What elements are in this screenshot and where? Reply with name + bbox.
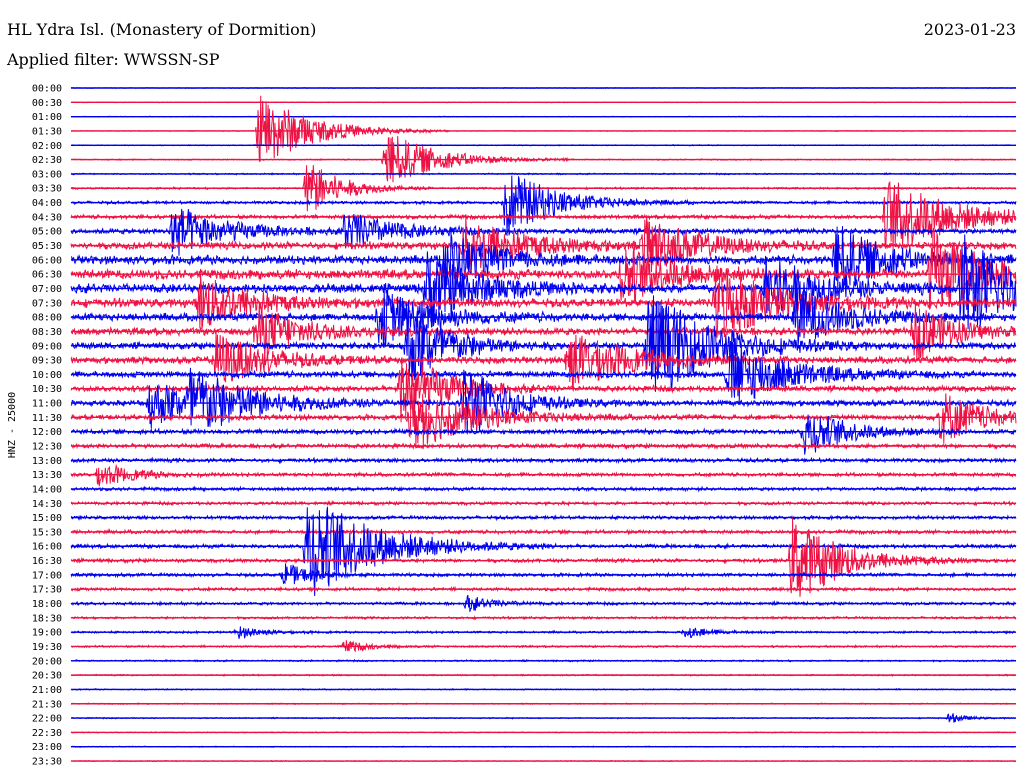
trace-row-0130 [70, 95, 1017, 163]
row-label-0400: 04:00 [32, 198, 62, 209]
row-label-2330: 23:30 [32, 757, 62, 768]
row-label-1400: 14:00 [32, 484, 62, 495]
row-label-1630: 16:30 [32, 556, 62, 567]
row-label-1930: 19:30 [32, 642, 62, 653]
trace-row-1000 [70, 340, 1017, 402]
row-label-0300: 03:00 [32, 169, 62, 180]
row-label-1730: 17:30 [32, 585, 62, 596]
row-label-1700: 17:00 [32, 570, 62, 581]
row-label-0030: 00:30 [32, 98, 62, 109]
trace-row-0530 [70, 214, 1017, 273]
row-label-0100: 01:00 [32, 112, 62, 123]
station-title: HL Ydra Isl. (Monastery of Dormition) [7, 20, 317, 39]
row-label-0500: 05:00 [32, 227, 62, 238]
row-label-0900: 09:00 [32, 341, 62, 352]
row-label-2200: 22:00 [32, 714, 62, 725]
row-label-0230: 02:30 [32, 155, 62, 166]
row-label-1300: 13:00 [32, 456, 62, 467]
row-label-0000: 00:00 [32, 84, 62, 95]
trace-row-1600 [70, 506, 1017, 597]
row-label-2300: 23:00 [32, 742, 62, 753]
row-label-1500: 15:00 [32, 513, 62, 524]
row-label-1430: 14:30 [32, 499, 62, 510]
row-label-0930: 09:30 [32, 356, 62, 367]
row-label-0530: 05:30 [32, 241, 62, 252]
row-label-1900: 19:00 [32, 628, 62, 639]
row-label-1530: 15:30 [32, 527, 62, 538]
row-label-1030: 10:30 [32, 384, 62, 395]
trace-row-0730 [70, 267, 1017, 338]
seismic-traces [70, 86, 1017, 763]
trace-row-1630 [70, 517, 1017, 597]
row-label-1130: 11:30 [32, 413, 62, 424]
filter-label: Applied filter: WWSSN-SP [7, 50, 220, 69]
row-label-2230: 22:30 [32, 728, 62, 739]
y-axis-label: HNZ - 25000 [7, 392, 18, 458]
row-label-0430: 04:30 [32, 212, 62, 223]
row-label-1000: 10:00 [32, 370, 62, 381]
row-label-0130: 01:30 [32, 126, 62, 137]
row-label-1100: 11:00 [32, 399, 62, 410]
row-label-2130: 21:30 [32, 699, 62, 710]
row-tick-labels: 00:00 00:30 01:00 01:30 02:00 02:30 03:00 03:30… [32, 84, 62, 768]
row-label-0730: 07:30 [32, 298, 62, 309]
row-label-1230: 12:30 [32, 442, 62, 453]
row-label-1600: 16:00 [32, 542, 62, 553]
trace-row-1100 [70, 367, 1017, 434]
row-label-1800: 18:00 [32, 599, 62, 610]
row-label-0700: 07:00 [32, 284, 62, 295]
row-label-1330: 13:30 [32, 470, 62, 481]
row-label-1200: 12:00 [32, 427, 62, 438]
trace-row-1930 [70, 640, 1017, 653]
row-label-0200: 02:00 [32, 141, 62, 152]
row-label-2100: 21:00 [32, 685, 62, 696]
row-label-0600: 06:00 [32, 255, 62, 266]
trace-row-0630 [70, 227, 1017, 310]
trace-row-0800 [70, 287, 1017, 348]
row-label-0330: 03:30 [32, 184, 62, 195]
row-label-0800: 08:00 [32, 313, 62, 324]
date-label: 2023-01-23 [923, 20, 1016, 39]
trace-row-1330 [70, 463, 1017, 487]
row-label-2000: 20:00 [32, 656, 62, 667]
row-label-0630: 06:30 [32, 270, 62, 281]
row-label-2030: 20:30 [32, 671, 62, 682]
row-label-0830: 08:30 [32, 327, 62, 338]
row-label-1830: 18:30 [32, 613, 62, 624]
trace-row-0500 [70, 208, 1017, 256]
